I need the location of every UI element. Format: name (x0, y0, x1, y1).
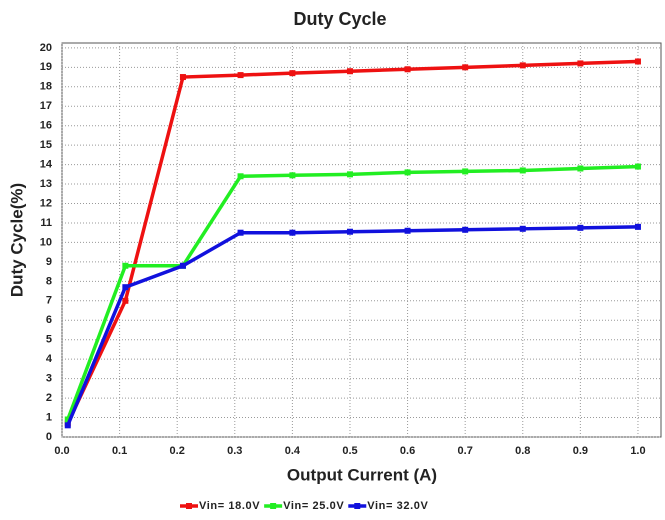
point-marker (289, 229, 296, 236)
point-marker (346, 68, 353, 75)
y-tick-label: 3 (46, 373, 52, 385)
y-tick-label: 2 (46, 392, 52, 404)
y-tick-label: 5 (46, 334, 52, 346)
legend-label: Vin= 32.0V (367, 500, 428, 512)
y-axis-label: Duty Cycle(%) (7, 183, 26, 297)
y-tick-label: 8 (46, 275, 52, 287)
y-tick-label: 16 (40, 120, 52, 132)
point-marker (122, 262, 129, 269)
legend-marker (354, 503, 361, 509)
x-tick-label: 0.1 (112, 445, 127, 457)
point-marker (237, 229, 244, 236)
y-tick-label: 4 (46, 353, 53, 365)
point-marker (404, 227, 411, 234)
point-marker (64, 416, 71, 423)
point-marker (634, 163, 641, 170)
chart-title: Duty Cycle (293, 9, 386, 29)
point-marker (577, 165, 584, 172)
x-axis-label: Output Current (A) (287, 465, 437, 484)
legend-label: Vin= 25.0V (283, 500, 344, 512)
x-tick-label: 0.9 (573, 445, 588, 457)
point-marker (346, 228, 353, 235)
point-marker (122, 284, 129, 291)
point-marker (634, 58, 641, 65)
y-tick-label: 1 (46, 411, 52, 423)
x-tick-label: 0.4 (285, 445, 301, 457)
point-marker (237, 173, 244, 180)
legend-label: Vin= 18.0V (199, 500, 260, 512)
point-marker (462, 64, 469, 71)
x-tick-label: 0.2 (170, 445, 185, 457)
point-marker (577, 60, 584, 67)
x-tick-label: 0.6 (400, 445, 415, 457)
y-tick-label: 7 (46, 295, 52, 307)
y-tick-label: 6 (46, 314, 52, 326)
x-tick-label: 0.8 (515, 445, 530, 457)
y-tick-label: 11 (40, 217, 52, 229)
y-tick-label: 9 (46, 256, 52, 268)
legend-marker (270, 503, 277, 509)
y-tick-label: 20 (40, 42, 52, 54)
plot-area (61, 42, 662, 438)
point-marker (122, 297, 129, 304)
point-marker (519, 167, 526, 174)
legend-marker (186, 503, 192, 509)
y-tick-label: 17 (40, 100, 52, 112)
y-tick-label: 0 (46, 431, 52, 443)
point-marker (404, 66, 411, 73)
y-tick-label: 15 (40, 139, 52, 151)
y-tick-label: 14 (40, 159, 53, 171)
point-marker (289, 172, 296, 179)
point-marker (179, 262, 186, 269)
x-tick-label: 0.5 (342, 445, 357, 457)
point-marker (404, 169, 411, 176)
point-marker (634, 223, 641, 230)
point-marker (519, 225, 526, 232)
point-marker (577, 224, 584, 231)
y-tick-label: 10 (40, 236, 52, 248)
y-tick-label: 18 (40, 81, 52, 93)
y-tick-label: 19 (40, 61, 52, 73)
point-marker (462, 226, 469, 233)
x-tick-label: 1.0 (630, 445, 645, 457)
x-tick-label: 0.0 (54, 445, 69, 457)
point-marker (237, 72, 244, 79)
point-marker (346, 171, 353, 178)
y-tick-label: 13 (40, 178, 52, 190)
y-tick-label: 12 (40, 197, 52, 209)
point-marker (462, 168, 469, 175)
point-marker (64, 422, 71, 429)
x-tick-label: 0.3 (227, 445, 242, 457)
x-tick-label: 0.7 (458, 445, 473, 457)
point-marker (179, 74, 186, 81)
point-marker (289, 70, 296, 77)
point-marker (519, 62, 526, 69)
